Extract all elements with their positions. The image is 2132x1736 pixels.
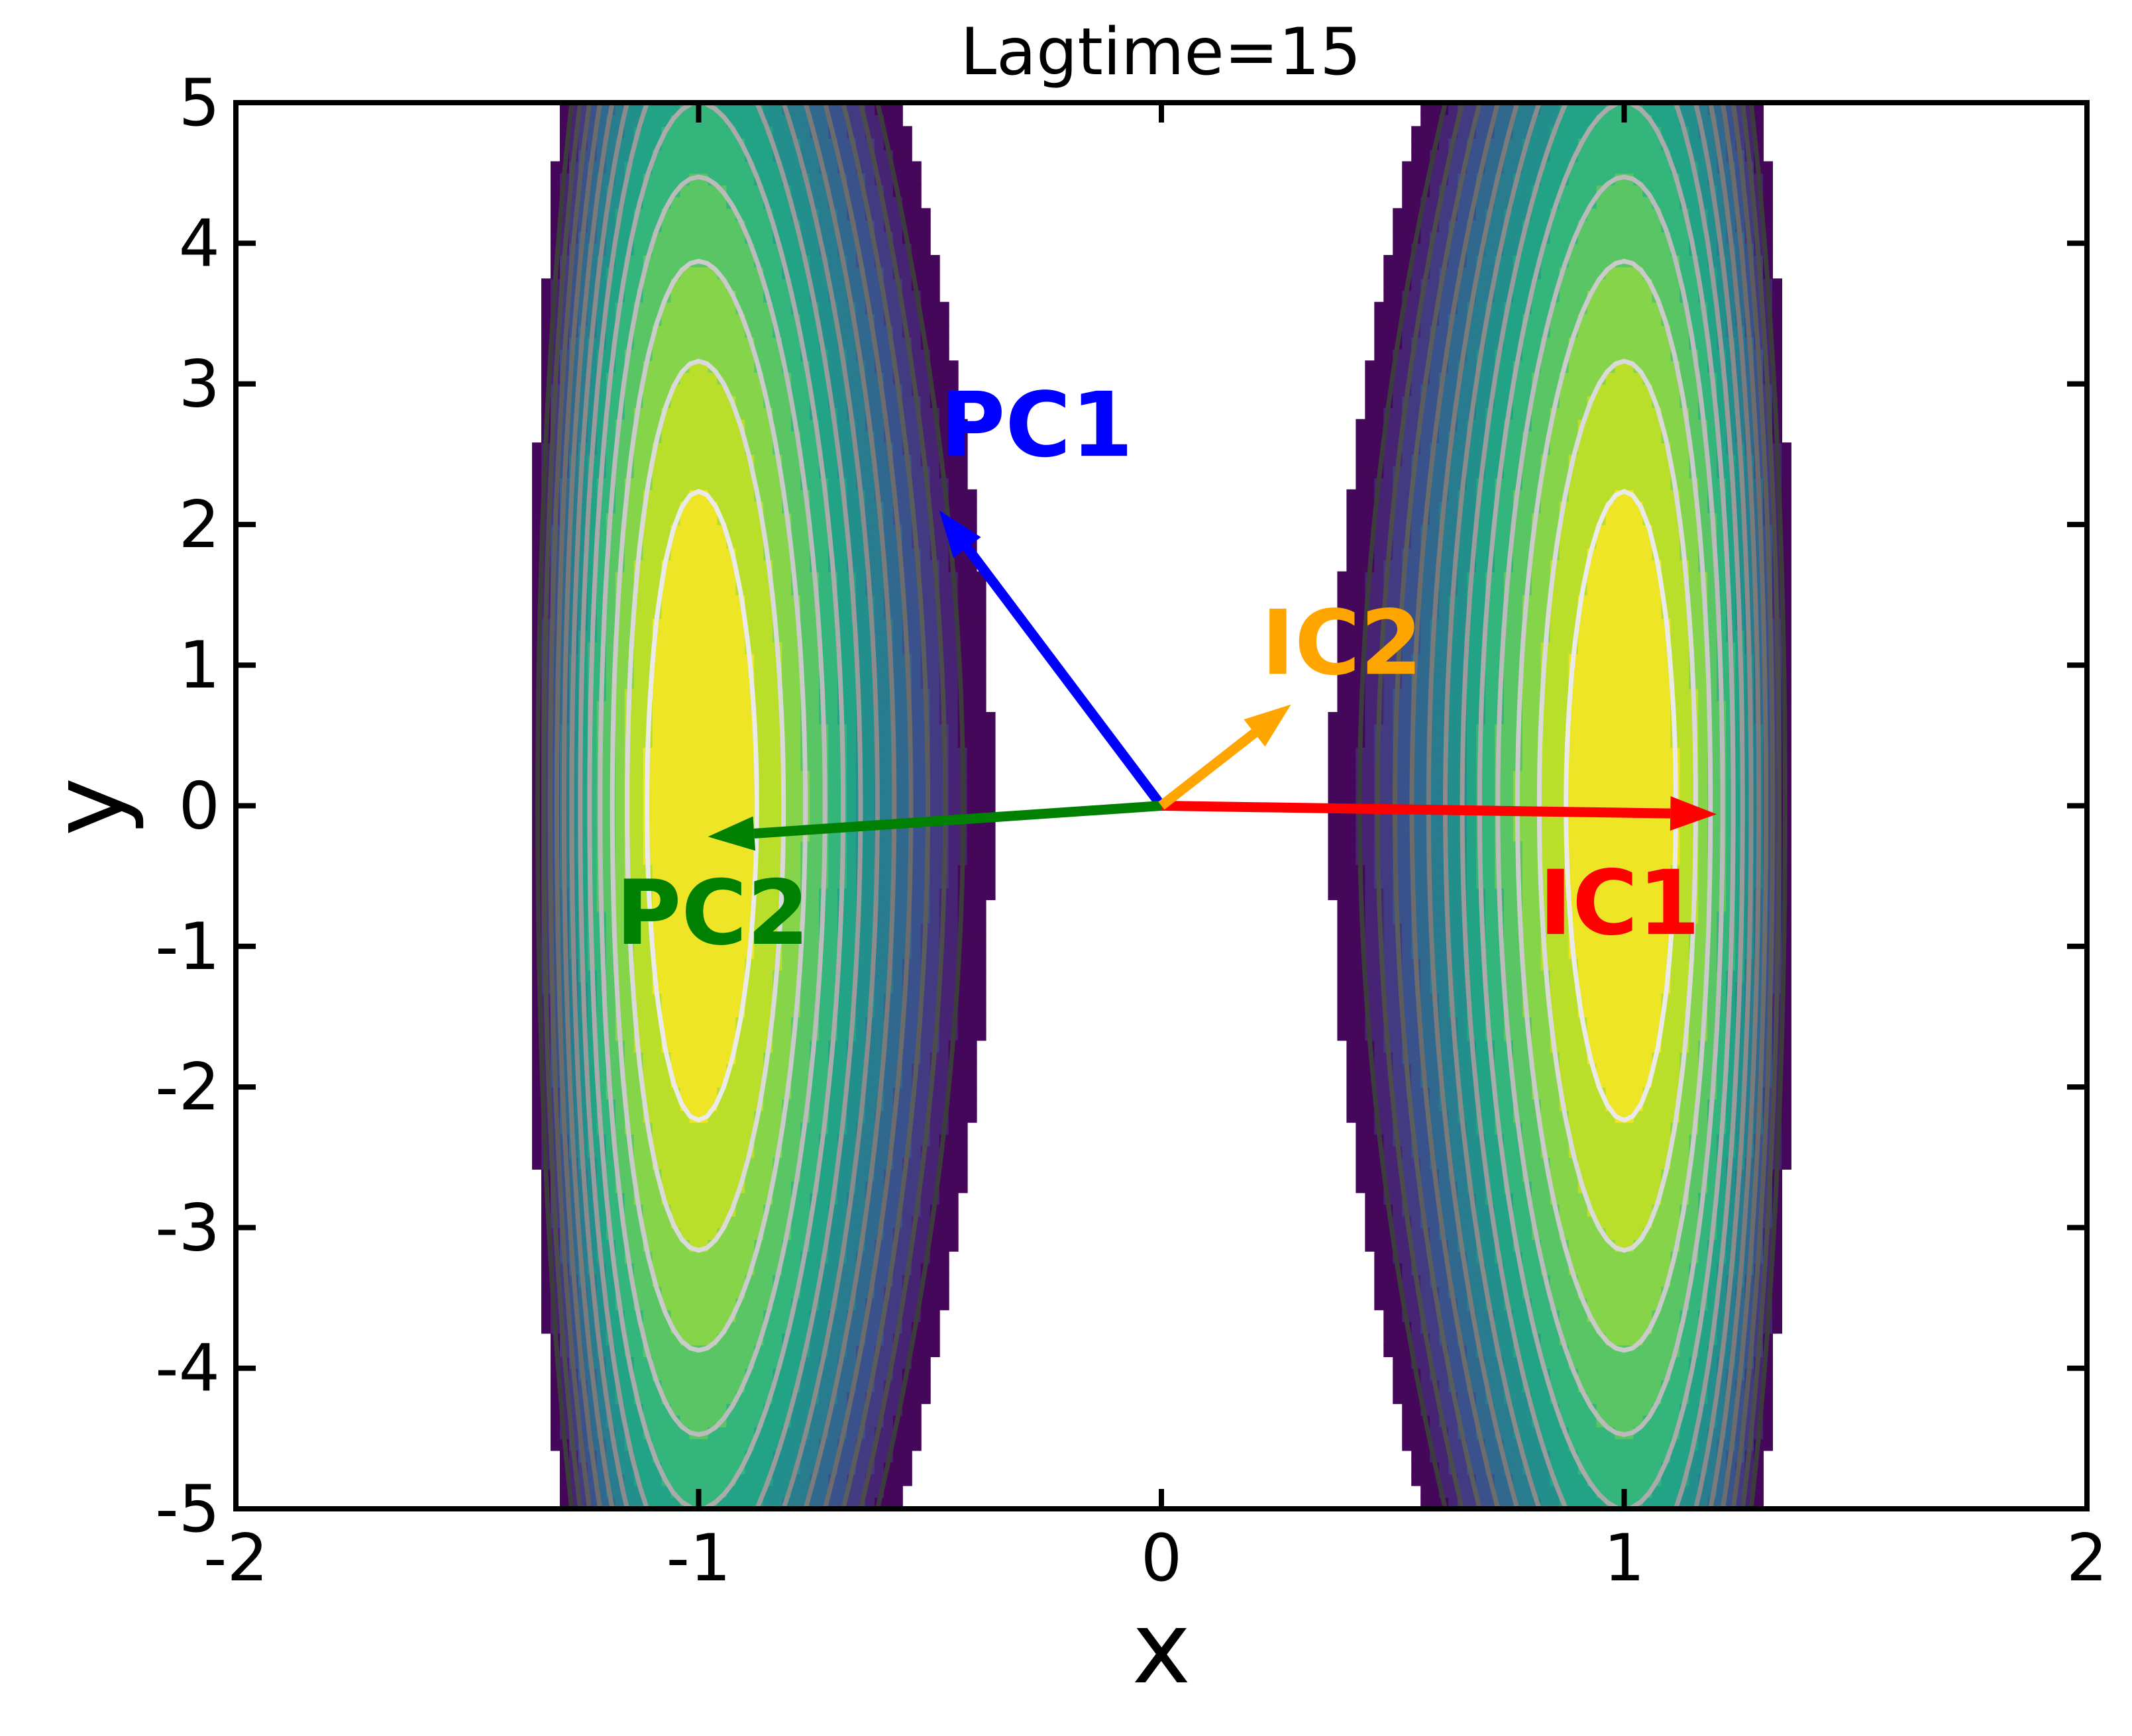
- y-tick-label: 0: [179, 769, 220, 844]
- chart-title: Lagtime=15: [960, 15, 1361, 90]
- pc2-label: PC2: [615, 861, 809, 965]
- y-tick-label: -3: [155, 1190, 220, 1266]
- contour-line: [610, 258, 1713, 1353]
- y-axis-label: y: [31, 778, 146, 837]
- y-tick-label: 2: [179, 487, 220, 563]
- ic1-label: IC1: [1539, 851, 1700, 955]
- y-tick-label: 5: [179, 66, 220, 141]
- contour-line: [535, 103, 1787, 1509]
- vector-arrows: PC1 PC2 IC1 IC2: [615, 373, 1717, 965]
- ic1-arrow: [1161, 796, 1717, 831]
- plot-frame: [233, 100, 2090, 1511]
- contour-line: [598, 174, 1725, 1437]
- ic2-label: IC2: [1261, 591, 1422, 695]
- x-tick-label: -1: [666, 1521, 731, 1596]
- y-tick-label: -2: [155, 1050, 220, 1125]
- plot-area: [236, 103, 2087, 1509]
- x-tick-label: -2: [203, 1521, 268, 1596]
- axis-ticks: -2 -1 0 1 2 -5 -4 -3 -2 -1 0 1 2 3 4 5: [155, 66, 2107, 1596]
- x-axis-label: x: [1132, 1591, 1191, 1706]
- contour-line: [541, 103, 1782, 1509]
- ic2-arrow: [1158, 704, 1291, 810]
- x-tick-label: 2: [2066, 1521, 2107, 1596]
- contour-line: [569, 103, 1754, 1509]
- contour-lines: [535, 103, 1787, 1509]
- pc2-arrow: [708, 801, 1162, 851]
- x-tick-label: 0: [1141, 1521, 1182, 1596]
- pc1-arrow: [939, 510, 1165, 809]
- y-tick-label: 1: [179, 628, 220, 703]
- y-tick-label: -5: [155, 1472, 220, 1547]
- x-tick-label: 1: [1603, 1521, 1644, 1596]
- y-tick-label: -4: [155, 1331, 220, 1407]
- contour-line: [645, 489, 1678, 1123]
- y-tick-label: -1: [155, 909, 220, 985]
- y-tick-label: 3: [179, 347, 220, 423]
- contour-line: [561, 103, 1762, 1509]
- y-tick-label: 4: [179, 206, 220, 281]
- contour-line: [547, 103, 1776, 1509]
- contour-line: [578, 103, 1745, 1509]
- contour-line: [587, 103, 1736, 1509]
- contour-line: [625, 358, 1698, 1253]
- contour-line: [554, 103, 1769, 1509]
- pc1-label: PC1: [939, 373, 1133, 477]
